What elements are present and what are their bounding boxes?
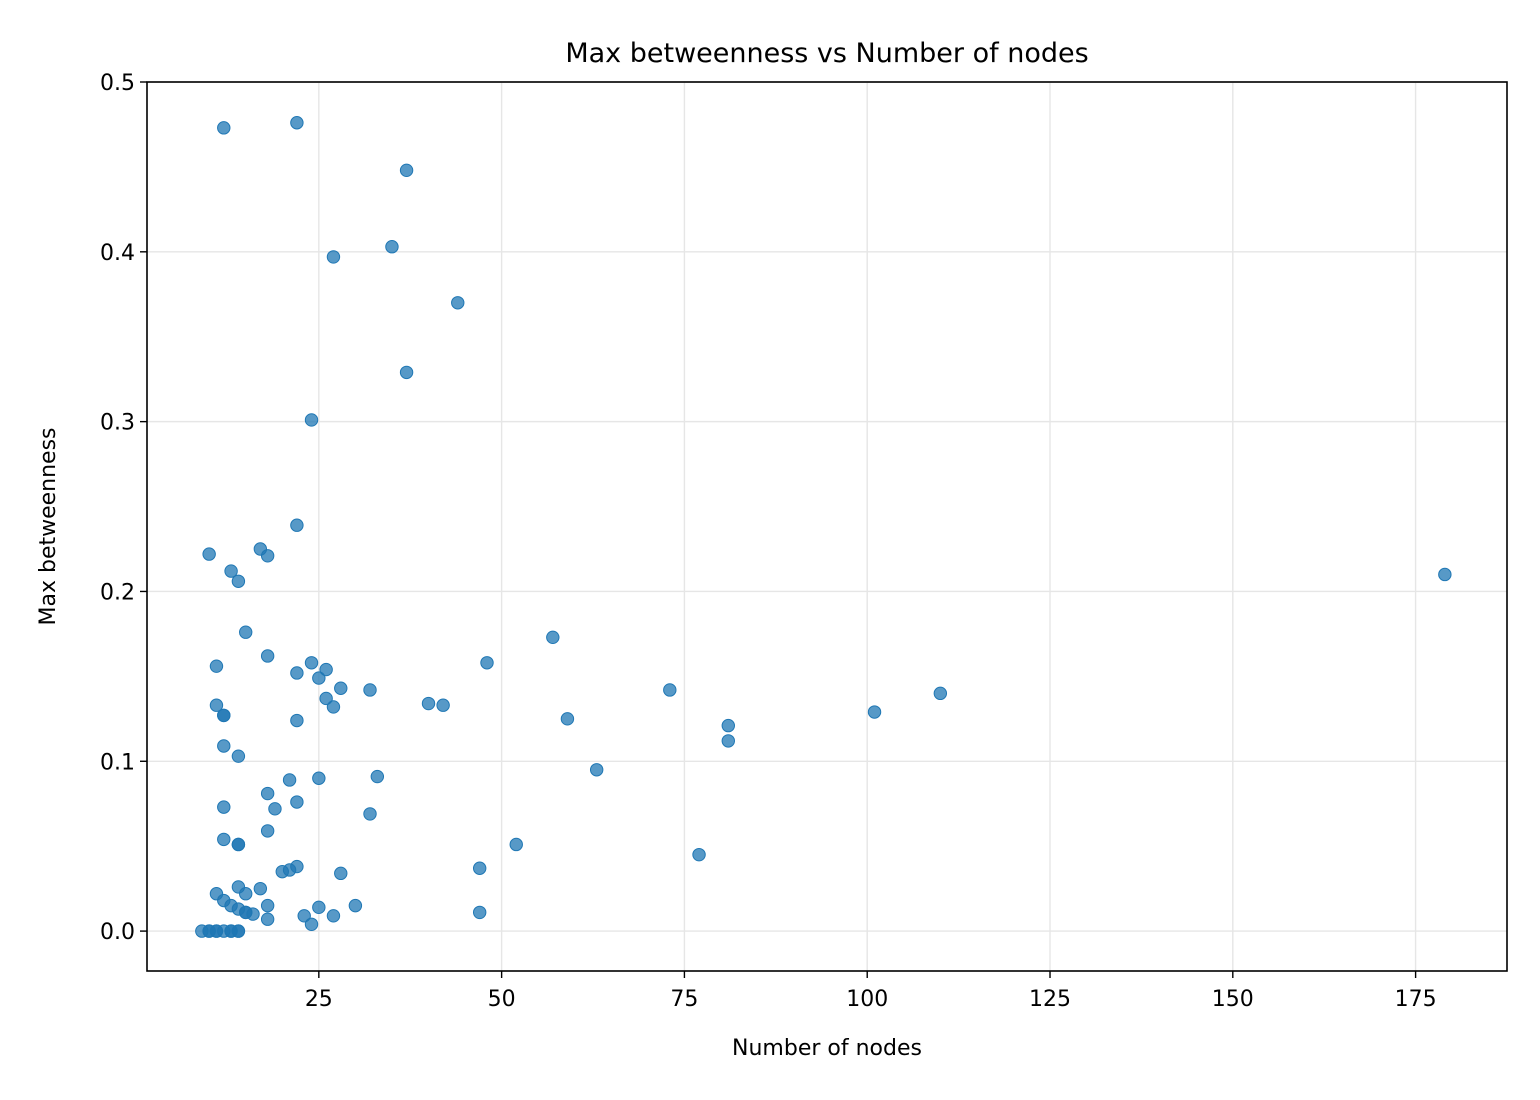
data-point [933, 686, 948, 701]
data-point [260, 898, 275, 913]
x-tick-label: 50 [488, 987, 516, 1012]
data-point [217, 800, 231, 814]
plot-frame [146, 81, 1508, 972]
data-point [867, 705, 882, 719]
data-point [217, 739, 231, 753]
data-point [692, 847, 706, 862]
data-point [231, 749, 246, 763]
y-tick-label: 0.4 [100, 241, 135, 266]
data-point [260, 549, 275, 563]
data-point [217, 832, 231, 847]
y-axis-title: Max betweenness [36, 427, 61, 625]
y-tick-label: 0.3 [100, 411, 135, 436]
y-tick-label: 0.0 [100, 920, 135, 945]
data-point [239, 625, 253, 639]
data-point [275, 864, 289, 879]
data-point [202, 547, 216, 561]
data-point [399, 163, 414, 178]
x-tick-label: 100 [846, 987, 888, 1012]
data-points [195, 116, 1452, 938]
data-point [560, 712, 575, 726]
data-point [290, 713, 304, 728]
data-point [436, 698, 450, 712]
data-point [472, 905, 487, 920]
data-point [304, 917, 319, 931]
data-point [304, 656, 319, 670]
data-point [334, 681, 348, 695]
x-tick-label: 125 [1029, 987, 1071, 1012]
data-point [231, 574, 246, 588]
data-point [297, 909, 311, 923]
data-point [231, 837, 246, 852]
data-point [312, 900, 326, 915]
data-point [268, 802, 282, 816]
data-point [260, 824, 275, 838]
data-point [260, 912, 275, 926]
data-point [1438, 567, 1452, 582]
y-tick-label: 0.5 [100, 71, 135, 96]
data-point [304, 413, 319, 427]
grid [147, 81, 1507, 971]
data-point [290, 795, 304, 809]
data-point [334, 866, 348, 881]
data-point [282, 773, 297, 787]
data-point [290, 666, 304, 680]
data-point [312, 771, 326, 785]
data-point [319, 662, 333, 677]
y-axis-ticks: 0.0 0.1 0.2 0.3 0.4 0.5 [100, 71, 147, 945]
x-axis-title: Number of nodes [732, 1036, 922, 1061]
data-point [319, 691, 333, 706]
y-tick-label: 0.2 [100, 580, 135, 605]
data-point [546, 630, 560, 645]
data-point [348, 898, 363, 913]
data-point [721, 734, 735, 748]
data-point [509, 837, 523, 852]
data-point [363, 807, 377, 821]
data-point [209, 659, 224, 673]
data-point [326, 700, 341, 714]
data-point [253, 881, 268, 896]
data-point [721, 718, 735, 733]
data-point [290, 116, 304, 130]
data-point [217, 708, 231, 723]
x-tick-label: 175 [1395, 987, 1437, 1012]
x-tick-label: 75 [670, 987, 698, 1012]
data-point [312, 671, 326, 685]
data-point [239, 887, 253, 901]
data-point [451, 296, 465, 310]
data-point [224, 564, 238, 578]
data-point [363, 683, 377, 697]
data-point [290, 518, 304, 532]
data-point [399, 365, 414, 380]
data-point [385, 240, 399, 254]
data-point [663, 683, 677, 697]
data-point [421, 696, 436, 711]
data-point [589, 763, 604, 777]
data-point [246, 907, 260, 921]
chart-title: Max betweenness vs Number of nodes [565, 38, 1088, 69]
x-tick-label: 25 [305, 987, 333, 1012]
x-axis-ticks: 25 50 75 100 125 150 175 [305, 971, 1437, 1012]
data-point [260, 649, 275, 663]
data-point [326, 250, 341, 264]
data-point [480, 656, 494, 670]
data-point [260, 786, 275, 801]
data-point [472, 861, 487, 875]
data-point [370, 769, 385, 784]
data-point [326, 909, 341, 923]
data-point [217, 121, 231, 135]
data-point [231, 924, 246, 938]
data-point [209, 698, 224, 712]
x-tick-label: 150 [1212, 987, 1254, 1012]
y-tick-label: 0.1 [100, 750, 135, 775]
